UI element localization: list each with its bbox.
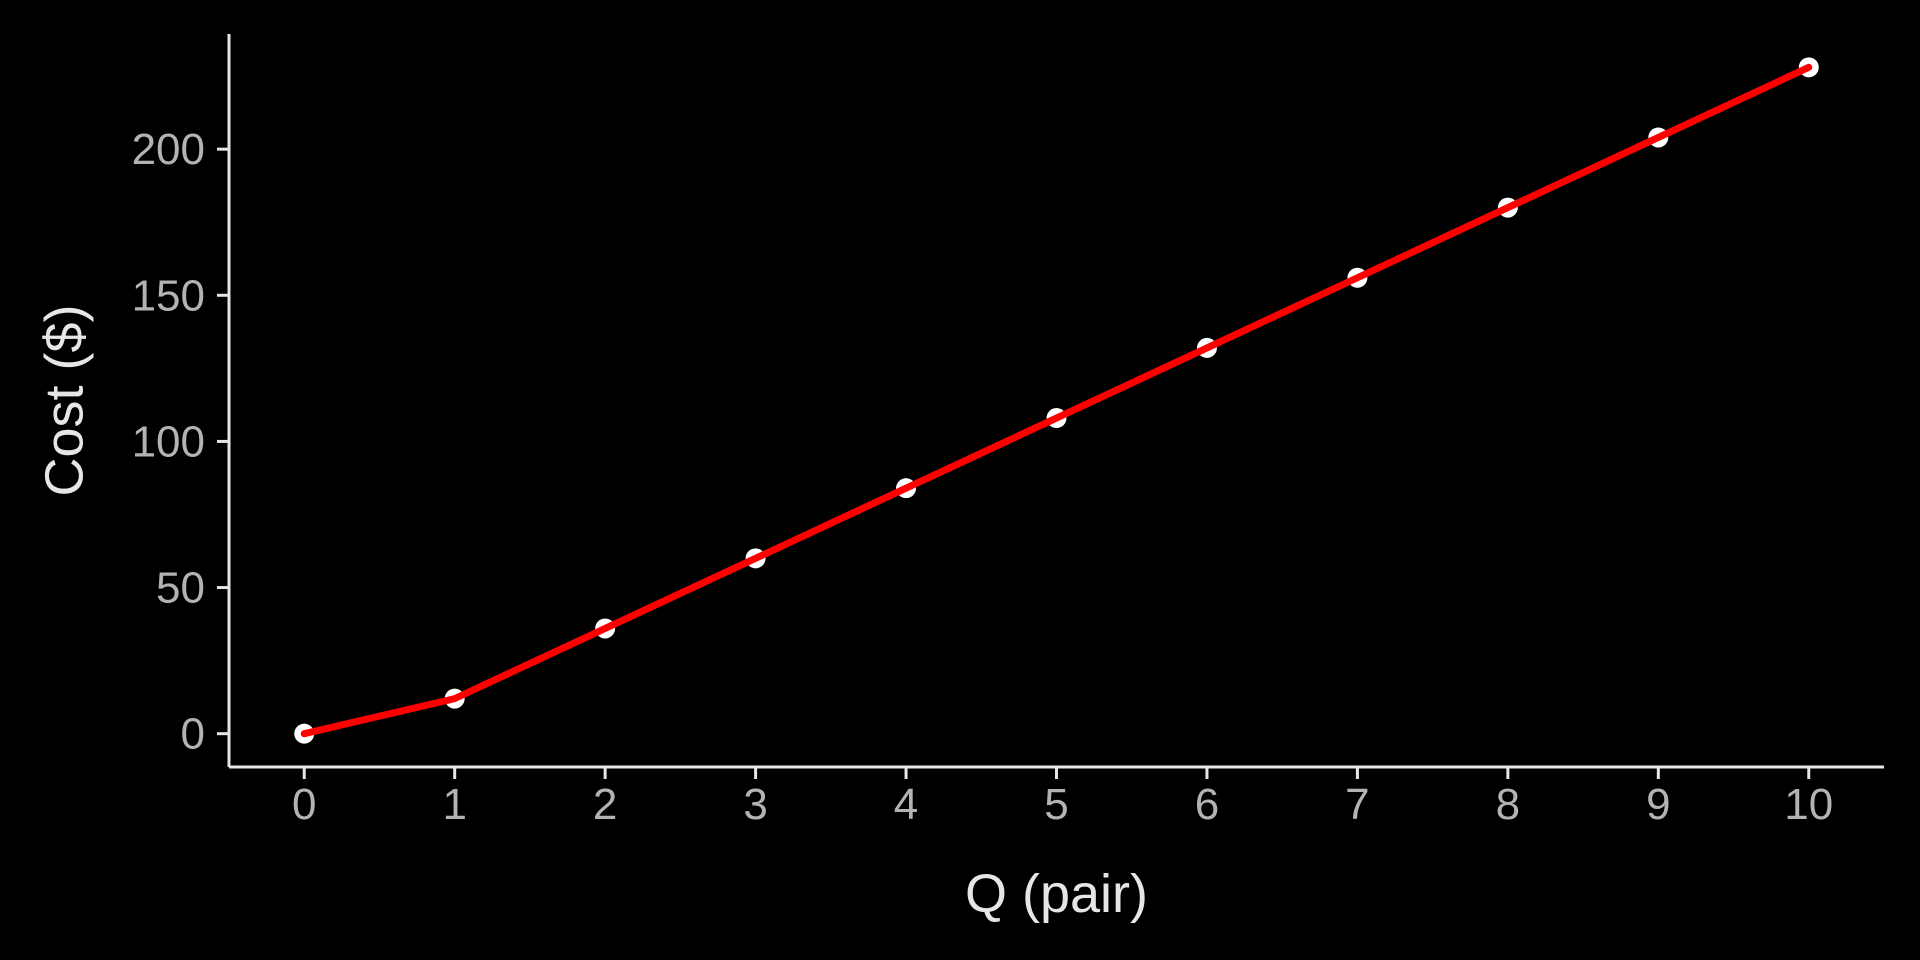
x-tick-label: 4 <box>894 780 918 829</box>
x-tick-label: 8 <box>1496 780 1520 829</box>
series-line-layer <box>300 63 1813 738</box>
y-tick-label: 100 <box>132 417 205 466</box>
x-tick-label: 2 <box>593 780 617 829</box>
x-axis-title: Q (pair) <box>965 864 1148 924</box>
y-tick-label: 50 <box>156 564 205 613</box>
x-tick-label: 1 <box>442 780 466 829</box>
x-tick-label: 5 <box>1044 780 1068 829</box>
x-tick-label: 10 <box>1784 780 1833 829</box>
y-axis-title: Cost ($) <box>34 304 94 496</box>
x-tick-label: 7 <box>1345 780 1369 829</box>
y-tick-label: 200 <box>132 125 205 174</box>
x-tick-label: 3 <box>743 780 767 829</box>
series-line <box>300 63 1813 738</box>
y-tick-label: 0 <box>181 710 205 759</box>
x-tick-label: 0 <box>292 780 316 829</box>
x-tick-label: 6 <box>1195 780 1219 829</box>
y-tick-label: 150 <box>132 271 205 320</box>
x-tick-label: 9 <box>1646 780 1670 829</box>
